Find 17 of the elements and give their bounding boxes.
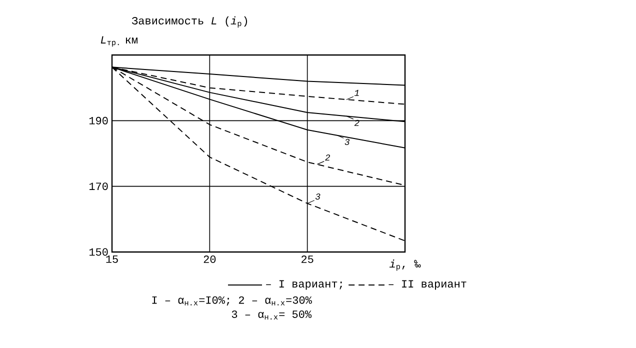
annotation: 3 <box>316 194 320 200</box>
text: – I вариант; <box>266 280 342 290</box>
text: I – α$_{н.х}$=I0%; 2 – α$_{н.х}$=30% <box>152 296 312 306</box>
x-tick-label: 15 <box>106 256 118 263</box>
chart-title: Зависимость L (i$_{p}$) <box>132 16 248 28</box>
y-tick-label: 190 <box>89 116 108 124</box>
annotation: 2 <box>325 154 330 161</box>
y-tick-label: 150 <box>89 248 108 256</box>
x-axis-title: i$_{p}$, ‰ <box>389 260 421 271</box>
annotation: 1 <box>354 90 359 96</box>
text: – II вариант <box>388 280 466 290</box>
x-tick-label: 20 <box>204 256 216 263</box>
x-tick-label: 25 <box>302 256 314 263</box>
y-tick-label: 170 <box>89 182 108 190</box>
annotation: 3 <box>344 138 350 146</box>
y-axis-title: L$_{тр.}$ км <box>100 36 138 47</box>
text: 3 – α$_{н.х}$= 50% <box>232 310 312 320</box>
